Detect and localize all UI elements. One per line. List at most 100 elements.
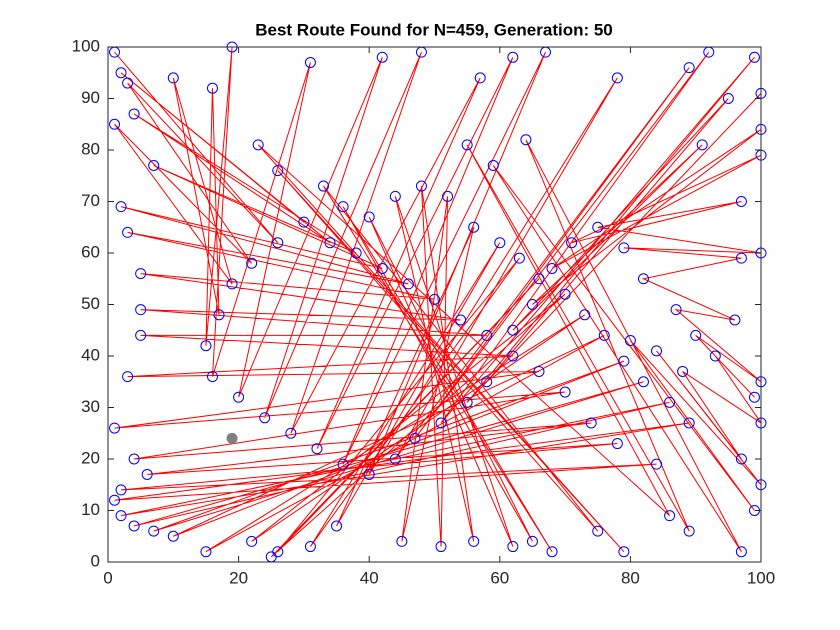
city-marker xyxy=(566,237,578,249)
city-marker xyxy=(664,396,676,408)
city-marker xyxy=(722,93,734,104)
city-marker xyxy=(735,453,747,465)
city-marker xyxy=(141,468,153,480)
city-marker xyxy=(487,159,499,171)
x-tick-label: 100 xyxy=(747,568,775,587)
city-marker xyxy=(128,108,140,120)
city-marker xyxy=(651,458,663,470)
city-marker xyxy=(507,51,519,63)
city-marker xyxy=(592,525,604,537)
city-marker xyxy=(331,520,343,532)
y-tick-label: 10 xyxy=(81,500,100,519)
city-marker xyxy=(115,67,127,79)
city-marker xyxy=(618,242,630,254)
city-marker xyxy=(611,72,623,84)
city-marker xyxy=(683,417,695,429)
city-marker xyxy=(592,221,604,233)
x-tick-label: 60 xyxy=(490,568,509,587)
city-marker xyxy=(546,546,558,558)
city-marker xyxy=(748,391,760,403)
city-marker xyxy=(298,216,310,228)
city-marker xyxy=(109,494,121,506)
city-marker xyxy=(507,541,519,553)
city-marker xyxy=(442,190,454,202)
city-marker xyxy=(122,226,134,238)
start-marker xyxy=(226,432,238,444)
city-marker xyxy=(637,273,649,285)
y-tick-label: 20 xyxy=(81,448,100,467)
city-marker xyxy=(167,530,179,542)
city-marker xyxy=(304,541,316,553)
city-marker xyxy=(611,438,623,450)
city-marker xyxy=(735,252,747,264)
city-marker xyxy=(148,525,160,537)
city-marker xyxy=(474,72,486,84)
city-marker xyxy=(246,535,258,547)
city-marker xyxy=(246,257,258,269)
city-marker xyxy=(115,201,127,213)
city-marker xyxy=(135,304,147,316)
city-marker xyxy=(624,335,636,347)
city-marker xyxy=(376,262,388,274)
city-marker xyxy=(259,412,271,424)
city-marker xyxy=(748,51,760,63)
city-marker xyxy=(559,288,571,300)
city-marker xyxy=(128,520,140,532)
city-marker xyxy=(735,196,747,207)
city-marker xyxy=(481,329,493,341)
y-tick-label: 90 xyxy=(81,88,100,107)
city-marker xyxy=(324,237,336,249)
city-marker xyxy=(690,329,702,341)
city-marker xyxy=(389,190,401,202)
route-line xyxy=(114,46,762,558)
city-marker xyxy=(546,262,558,274)
city-marker xyxy=(683,525,695,537)
city-marker xyxy=(148,159,160,171)
city-marker xyxy=(461,139,473,151)
city-marker xyxy=(429,293,440,305)
city-marker xyxy=(115,510,127,522)
city-marker xyxy=(468,221,480,233)
city-marker xyxy=(598,329,610,341)
plot-area xyxy=(109,41,767,563)
city-marker xyxy=(683,62,695,74)
city-marker xyxy=(317,180,329,192)
city-marker xyxy=(507,324,519,336)
city-marker xyxy=(618,355,630,367)
city-marker xyxy=(461,396,473,408)
city-marker xyxy=(128,453,140,465)
city-marker xyxy=(533,365,545,377)
city-marker xyxy=(122,77,134,89)
city-marker xyxy=(115,484,127,496)
y-tick-label: 0 xyxy=(91,551,100,570)
city-marker xyxy=(677,365,689,377)
city-marker xyxy=(709,350,721,362)
city-marker xyxy=(435,541,447,553)
y-tick-label: 30 xyxy=(81,397,100,416)
city-marker xyxy=(520,134,532,146)
city-marker xyxy=(389,453,401,465)
city-marker xyxy=(135,268,147,280)
city-marker xyxy=(206,371,218,383)
city-marker xyxy=(252,139,264,151)
city-marker xyxy=(435,417,447,429)
city-marker xyxy=(109,422,121,434)
city-marker xyxy=(533,273,545,285)
city-marker xyxy=(109,118,121,130)
y-tick-label: 40 xyxy=(81,345,100,364)
city-marker xyxy=(226,278,238,290)
city-marker xyxy=(285,427,297,439)
city-marker xyxy=(135,329,147,341)
city-marker xyxy=(696,139,708,151)
city-marker xyxy=(735,546,747,558)
city-marker xyxy=(337,201,349,213)
city-marker xyxy=(585,417,597,429)
city-marker xyxy=(200,546,212,558)
city-marker xyxy=(272,165,284,177)
city-marker xyxy=(206,82,218,94)
x-tick-label: 80 xyxy=(621,568,640,587)
city-marker xyxy=(729,314,741,326)
city-marker xyxy=(363,468,375,480)
y-tick-label: 100 xyxy=(72,36,100,55)
